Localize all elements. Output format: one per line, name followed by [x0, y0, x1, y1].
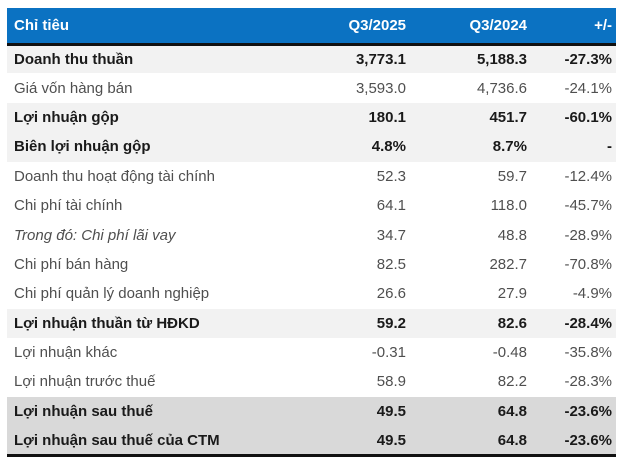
table-row-gross-margin: Biên lợi nhuận gộp 4.8% 8.7% - [7, 132, 616, 162]
column-header-indicator: Chỉ tiêu [14, 16, 69, 34]
row-label: Biên lợi nhuận gộp [14, 138, 151, 156]
cell-q3-2024: 82.6 [497, 314, 527, 332]
column-header-q3-2024: Q3/2024 [469, 16, 527, 34]
cell-q3-2024: -0.48 [492, 344, 527, 362]
income-statement-table: Chỉ tiêu Q3/2025 Q3/2024 +/- Doanh thu t… [7, 8, 616, 457]
cell-change: -60.1% [564, 108, 612, 126]
row-label: Lợi nhuận gộp [14, 108, 119, 126]
cell-q3-2024: 451.7 [489, 108, 527, 126]
cell-change: -28.9% [564, 226, 612, 244]
cell-change: -45.7% [564, 197, 612, 215]
cell-q3-2025: 3,593.0 [355, 79, 406, 97]
table-row-operating-profit: Lợi nhuận thuần từ HĐKD 59.2 82.6 -28.4% [7, 308, 616, 338]
table-row-interest-expense: Trong đó: Chi phí lãi vay 34.7 48.8 -28.… [7, 220, 616, 249]
cell-q3-2025: 3,773.1 [355, 50, 406, 68]
cell-change: -35.8% [564, 344, 612, 362]
table-row-pretax-profit: Lợi nhuận trước thuế 58.9 82.2 -28.3% [7, 367, 616, 396]
cell-change: -70.8% [564, 255, 612, 273]
table-row-cogs: Giá vốn hàng bán 3,593.0 4,736.6 -24.1% [7, 73, 616, 102]
cell-q3-2024: 59.7 [497, 167, 527, 185]
cell-change: - [607, 138, 612, 156]
row-label: Chi phí bán hàng [14, 255, 129, 273]
cell-change: -24.1% [564, 79, 612, 97]
cell-q3-2025: 180.1 [368, 108, 406, 126]
cell-q3-2024: 5,188.3 [476, 50, 527, 68]
row-label: Doanh thu thuần [14, 50, 134, 68]
cell-q3-2024: 82.2 [497, 373, 527, 391]
cell-q3-2025: 64.1 [376, 197, 406, 215]
cell-q3-2025: 49.5 [376, 431, 406, 449]
table-row-gross-profit: Lợi nhuận gộp 180.1 451.7 -60.1% [7, 102, 616, 133]
cell-q3-2024: 27.9 [497, 285, 527, 303]
cell-q3-2024: 64.8 [497, 431, 527, 449]
cell-change: -12.4% [564, 167, 612, 185]
cell-q3-2025: 34.7 [376, 226, 406, 244]
cell-q3-2024: 118.0 [490, 197, 527, 215]
cell-change: -27.3% [564, 50, 612, 68]
row-label: Chi phí tài chính [14, 197, 123, 215]
cell-q3-2025: 49.5 [376, 402, 406, 420]
cell-change: -28.4% [564, 314, 612, 332]
row-label: Lợi nhuận trước thuế [14, 373, 156, 391]
cell-q3-2024: 8.7% [492, 138, 527, 156]
cell-change: -23.6% [564, 431, 612, 449]
table-row-selling-expense: Chi phí bán hàng 82.5 282.7 -70.8% [7, 250, 616, 279]
cell-q3-2024: 64.8 [497, 402, 527, 420]
row-label: Lợi nhuận sau thuế của CTM [14, 431, 220, 449]
cell-change: -28.3% [564, 373, 612, 391]
row-label: Lợi nhuận khác [14, 344, 118, 362]
cell-q3-2025: 59.2 [376, 314, 406, 332]
cell-q3-2024: 282.7 [489, 255, 527, 273]
cell-q3-2024: 48.8 [497, 226, 527, 244]
cell-q3-2025: -0.31 [371, 344, 406, 362]
column-header-change: +/- [594, 16, 612, 34]
table-header-row: Chỉ tiêu Q3/2025 Q3/2024 +/- [7, 8, 616, 44]
cell-q3-2025: 4.8% [371, 138, 406, 156]
column-header-q3-2025: Q3/2025 [348, 16, 406, 34]
row-label: Trong đó: Chi phí lãi vay [14, 226, 176, 244]
cell-change: -23.6% [564, 402, 612, 420]
table-row-admin-expense: Chi phí quản lý doanh nghiệp 26.6 27.9 -… [7, 279, 616, 308]
table-row-financial-income: Doanh thu hoạt động tài chính 52.3 59.7 … [7, 162, 616, 191]
cell-q3-2024: 4,736.6 [476, 79, 527, 97]
cell-q3-2025: 52.3 [376, 167, 406, 185]
cell-change: -4.9% [572, 285, 612, 303]
table-row-other-profit: Lợi nhuận khác -0.31 -0.48 -35.8% [7, 338, 616, 367]
row-label: Lợi nhuận thuần từ HĐKD [14, 314, 200, 332]
cell-q3-2025: 82.5 [376, 255, 406, 273]
row-label: Lợi nhuận sau thuế [14, 402, 153, 420]
table-row-net-revenue: Doanh thu thuần 3,773.1 5,188.3 -27.3% [7, 44, 616, 74]
row-label: Chi phí quản lý doanh nghiệp [14, 285, 210, 303]
row-label: Giá vốn hàng bán [14, 79, 133, 97]
row-label: Doanh thu hoạt động tài chính [14, 167, 215, 185]
cell-q3-2025: 58.9 [376, 373, 406, 391]
table-row-financial-expense: Chi phí tài chính 64.1 118.0 -45.7% [7, 191, 616, 220]
cell-q3-2025: 26.6 [376, 285, 406, 303]
table-row-net-profit-parent: Lợi nhuận sau thuế của CTM 49.5 64.8 -23… [7, 426, 616, 456]
table-row-net-profit: Lợi nhuận sau thuế 49.5 64.8 -23.6% [7, 396, 616, 427]
